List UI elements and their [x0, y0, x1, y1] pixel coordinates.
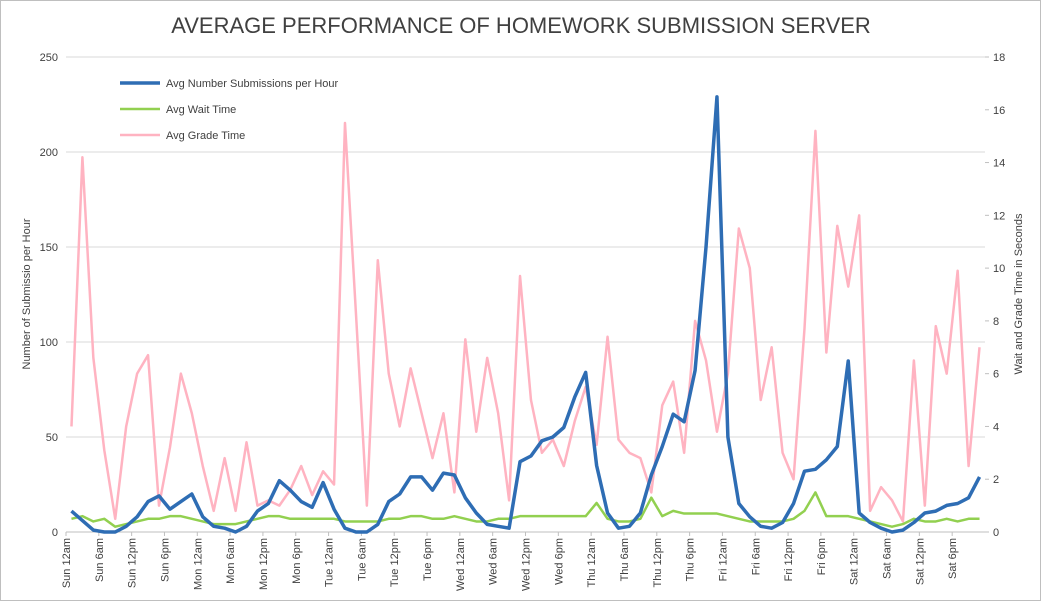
y2-tick-label: 0: [993, 527, 999, 539]
x-tick-label: Mon 12am: [192, 538, 204, 590]
x-tick-label: Fri 12am: [717, 538, 729, 581]
x-tick-label: Tue 6pm: [422, 538, 434, 581]
x-tick-label: Tue 6am: [356, 538, 368, 581]
x-tick-label: Mon 6am: [225, 538, 237, 584]
y2-tick-label: 18: [993, 52, 1005, 64]
x-tick-label: Sat 12am: [849, 538, 861, 585]
x-tick-label: Sun 6pm: [159, 538, 171, 582]
x-tick-label: Mon 12pm: [258, 538, 270, 590]
x-tick-label: Wed 6pm: [553, 538, 565, 585]
x-tick-label: Fri 6pm: [816, 538, 828, 575]
y2-tick-label: 2: [993, 474, 999, 486]
x-tick-label: Sat 6pm: [947, 538, 959, 579]
x-tick-label: Fri 6am: [750, 538, 762, 575]
y-tick-label: 50: [46, 432, 58, 444]
y-tick-label: 0: [52, 527, 58, 539]
y2-tick-label: 8: [993, 316, 999, 328]
y2-tick-label: 14: [993, 158, 1005, 170]
x-tick-label: Sun 6am: [94, 538, 106, 582]
legend-label: Avg Wait Time: [166, 104, 236, 116]
x-tick-label: Wed 12am: [455, 538, 467, 591]
y2-tick-label: 6: [993, 369, 999, 381]
series-line: [70, 121, 981, 523]
y2-axis-title: Wait and Grade Time in Seconds: [1013, 213, 1025, 375]
y2-tick-label: 16: [993, 105, 1005, 117]
x-tick-label: Thu 6am: [619, 538, 631, 581]
x-tick-label: Sat 12pm: [914, 538, 926, 585]
series-line: [70, 95, 982, 534]
x-tick-label: Sun 12pm: [127, 538, 139, 588]
y-tick-label: 250: [40, 52, 58, 64]
legend-label: Avg Grade Time: [166, 130, 245, 142]
y-tick-label: 150: [40, 242, 58, 254]
x-tick-label: Thu 6pm: [685, 538, 697, 581]
series-line: [71, 491, 980, 528]
y2-tick-label: 12: [993, 210, 1005, 222]
x-tick-label: Wed 12pm: [521, 538, 533, 591]
x-tick-label: Thu 12pm: [652, 538, 664, 588]
x-tick-label: Mon 6pm: [291, 538, 303, 584]
x-tick-label: Tue 12am: [324, 538, 336, 587]
x-tick-label: Sat 6am: [882, 538, 894, 579]
y-tick-label: 100: [40, 337, 58, 349]
chart-title: AVERAGE PERFORMANCE OF HOMEWORK SUBMISSI…: [171, 13, 871, 38]
y2-tick-label: 10: [993, 263, 1005, 275]
y-axis-title: Number of Submissio per Hour: [21, 218, 33, 369]
x-tick-label: Thu 12am: [586, 538, 598, 588]
x-tick-label: Wed 6am: [488, 538, 500, 585]
x-tick-label: Sun 12am: [61, 538, 73, 588]
y2-tick-label: 4: [993, 421, 999, 433]
x-tick-label: Tue 12pm: [389, 538, 401, 587]
y-tick-label: 200: [40, 147, 58, 159]
legend-label: Avg Number Submissions per Hour: [166, 78, 339, 90]
x-tick-label: Fri 12pm: [783, 538, 795, 581]
